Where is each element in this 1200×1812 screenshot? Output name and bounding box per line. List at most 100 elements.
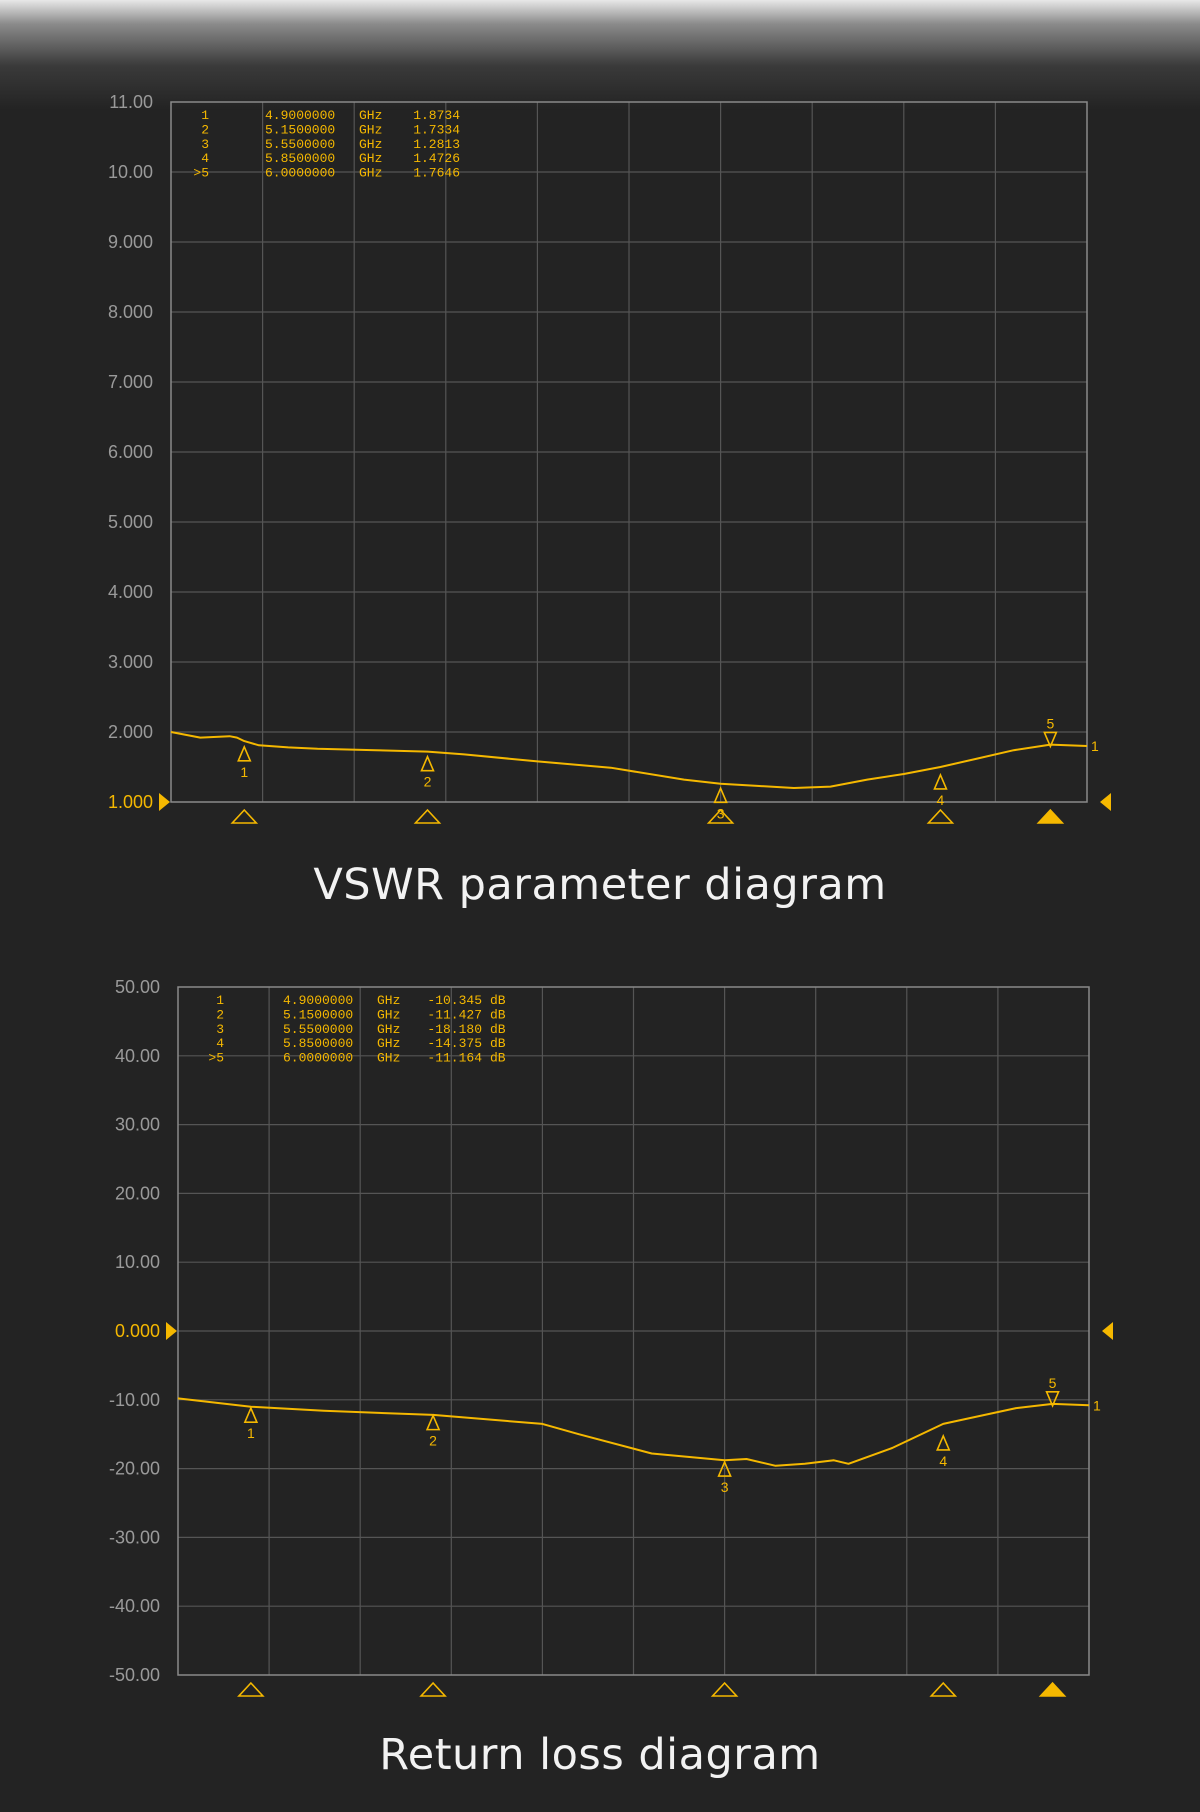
trace-end-label: 1: [1093, 1397, 1101, 1413]
marker-table-value: -14.375: [427, 1036, 482, 1051]
marker-table-unit: GHz: [359, 108, 382, 123]
y-tick-label: 7.000: [108, 372, 153, 392]
axis-marker-triangle: [710, 1681, 739, 1697]
marker-table-value: 1.8734: [413, 108, 460, 123]
marker-table-id: 2: [216, 1007, 224, 1022]
marker-table-frequency: 6.0000000: [283, 1051, 353, 1066]
y-tick-label: 1.000: [108, 792, 153, 812]
top-gradient: [0, 0, 1200, 110]
axis-marker-triangle: [1036, 808, 1065, 824]
reference-marker-left: [159, 793, 170, 811]
marker-table-value-unit: dB: [490, 1051, 506, 1066]
return-loss-caption: Return loss diagram: [379, 1730, 821, 1780]
y-tick-label: -10.00: [109, 1390, 160, 1410]
y-tick-label: -40.00: [109, 1596, 160, 1616]
marker-table-unit: GHz: [377, 1007, 400, 1022]
marker-label: 2: [429, 1433, 437, 1449]
marker-table-id: 2: [201, 122, 209, 137]
y-tick-label: -30.00: [109, 1527, 160, 1547]
marker-table-unit: GHz: [359, 166, 382, 181]
marker-table-frequency: 5.1500000: [283, 1007, 353, 1022]
marker-table-value: -11.164: [427, 1051, 482, 1066]
marker-table-frequency: 5.5500000: [283, 1022, 353, 1037]
y-tick-label: -20.00: [109, 1459, 160, 1479]
marker-table-value: -10.345: [427, 993, 482, 1008]
marker-table-id: 3: [201, 137, 209, 152]
marker-triangle: [936, 1433, 951, 1451]
marker-table-frequency: 5.8500000: [265, 151, 335, 166]
marker-label: 1: [247, 1425, 255, 1441]
marker-table-value-unit: dB: [490, 1007, 506, 1022]
axis-marker-triangle: [926, 808, 955, 824]
plot-frame: [170, 101, 1088, 803]
y-tick-label: 50.00: [115, 977, 160, 997]
y-tick-label: 5.000: [108, 512, 153, 532]
axis-marker-triangle: [413, 808, 442, 824]
marker-triangle: [243, 1406, 259, 1423]
vswr-chart: 11.00 10.00 9.000 8.000 7.000 6.000 5.000 4.000…: [108, 92, 1111, 824]
marker-table-value: 1.4726: [413, 151, 460, 166]
marker-table-frequency: 6.0000000: [265, 166, 335, 181]
axis-marker-triangle: [1038, 1681, 1067, 1697]
marker-table-unit: GHz: [359, 122, 382, 137]
marker-table-unit: GHz: [377, 993, 400, 1008]
marker-triangle: [1043, 731, 1058, 749]
marker-label: 5: [1046, 715, 1054, 731]
marker-table-id: >5: [193, 166, 209, 181]
y-tick-label: 10.00: [115, 1252, 160, 1272]
marker-table-value-unit: dB: [490, 993, 506, 1008]
y-tick-label: 3.000: [108, 652, 153, 672]
y-tick-label: 9.000: [108, 232, 153, 252]
y-tick-label: 40.00: [115, 1046, 160, 1066]
marker-table-value: 1.7646: [413, 166, 460, 181]
axis-marker-triangle: [237, 1681, 265, 1697]
marker-triangle: [1045, 1391, 1060, 1408]
marker-table-frequency: 5.8500000: [283, 1036, 353, 1051]
y-tick-label: 6.000: [108, 442, 153, 462]
marker-label: 4: [937, 792, 945, 808]
axis-marker-triangle: [230, 808, 259, 824]
marker-table-unit: GHz: [359, 151, 382, 166]
y-tick-label: 4.000: [108, 582, 153, 602]
reference-marker-right: [1102, 1322, 1113, 1340]
y-tick-label: 11.00: [109, 92, 153, 112]
reference-marker-left: [166, 1322, 177, 1340]
marker-triangle: [713, 786, 728, 804]
marker-table-value: -11.427: [427, 1007, 482, 1022]
marker-label: 3: [721, 1479, 729, 1495]
marker-table-id: >5: [208, 1051, 224, 1066]
marker-triangle: [237, 744, 252, 762]
trace-end-label: 1: [1091, 738, 1099, 754]
marker-triangle: [717, 1460, 732, 1477]
marker-table-value: 1.7334: [413, 122, 460, 137]
trace-line: [170, 731, 1088, 789]
marker-table-value-unit: dB: [490, 1022, 506, 1037]
return-loss-chart: 50.00 40.00 30.00 20.00 10.00 0.000 -10.00 -20.…: [109, 977, 1113, 1697]
marker-label: 5: [1049, 1375, 1057, 1391]
y-tick-label: 10.00: [108, 162, 153, 182]
y-tick-label: 0.000: [115, 1321, 160, 1341]
marker-label: 4: [939, 1453, 947, 1469]
y-tick-label: 8.000: [108, 302, 153, 322]
axis-marker-triangle: [929, 1681, 958, 1697]
marker-table-unit: GHz: [359, 137, 382, 152]
vswr-caption: VSWR parameter diagram: [313, 860, 887, 910]
reference-marker-right: [1100, 793, 1111, 811]
marker-table-frequency: 4.9000000: [265, 108, 335, 123]
marker-triangle: [425, 1413, 441, 1431]
marker-table-id: 4: [201, 151, 209, 166]
y-tick-label: 30.00: [115, 1115, 160, 1135]
y-tick-label: 2.000: [108, 722, 153, 742]
marker-label: 2: [424, 774, 432, 790]
axis-marker-triangle: [706, 808, 735, 824]
marker-label: 3: [717, 805, 725, 821]
axis-marker-triangle: [419, 1681, 447, 1697]
plot-frame: [177, 986, 1090, 1676]
marker-table-frequency: 5.5500000: [265, 137, 335, 152]
y-tick-label: -50.00: [109, 1665, 160, 1685]
marker-table-unit: GHz: [377, 1051, 400, 1066]
marker-table-frequency: 5.1500000: [265, 122, 335, 137]
marker-label: 1: [240, 764, 248, 780]
y-tick-label: 20.00: [115, 1183, 160, 1203]
marker-table-id: 3: [216, 1022, 224, 1037]
